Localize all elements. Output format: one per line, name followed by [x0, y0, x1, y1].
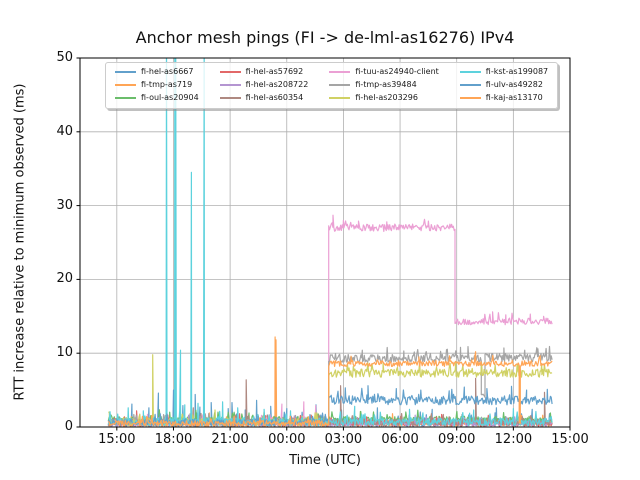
legend: fi-hel-as6667 fi-tmp-as719 fi-oul-as20904 f… [105, 62, 559, 109]
legend-item: fi-oul-as20904 [115, 92, 199, 104]
legend-item-label: fi-hel-as203296 [355, 93, 418, 102]
legend-item: fi-kst-as199087 [459, 66, 549, 78]
legend-item: fi-hel-as60354 [219, 92, 309, 104]
y-tick-label: 10 [56, 345, 73, 361]
legend-item-label: fi-ulv-as49282 [485, 80, 543, 89]
legend-item-label: fi-hel-as60354 [245, 93, 304, 102]
legend-item-label: fi-hel-as6667 [141, 67, 194, 76]
legend-swatch-line [329, 97, 351, 99]
x-tick-label: 15:00 [98, 432, 136, 447]
x-tick-label: 09:00 [437, 432, 476, 447]
legend-swatch-line [219, 97, 241, 99]
legend-swatch-line [115, 84, 136, 86]
legend-item-label: fi-tmp-as39484 [355, 80, 417, 89]
y-tick-label: 40 [56, 123, 73, 139]
legend-swatch-line [459, 84, 481, 86]
legend-item-label: fi-oul-as20904 [141, 93, 199, 102]
y-axis-label: RTT increase relative to minimum observe… [12, 83, 28, 401]
y-tick-label: 50 [56, 50, 73, 65]
series-line-fi-kaj-as13170 [107, 351, 553, 427]
legend-item-label: fi-kaj-as13170 [485, 93, 543, 102]
x-tick-label: 12:00 [494, 432, 533, 447]
x-axis-label: Time (UTC) [289, 453, 361, 468]
legend-item-label: fi-tuu-as24940-client [355, 67, 439, 76]
chart-title: Anchor mesh pings (FI -> de-lml-as16276)… [135, 28, 515, 47]
y-tick-label: 30 [56, 197, 73, 213]
legend-swatch-line [115, 71, 136, 73]
x-tick-label: 21:00 [211, 432, 249, 447]
x-tick-label: 18:00 [154, 432, 193, 447]
series-line-fi-hel-as203296 [108, 354, 553, 427]
legend-swatch-line [459, 97, 481, 99]
legend-item: fi-hel-as208722 [219, 79, 309, 91]
legend-item-label: fi-tmp-as719 [141, 80, 193, 89]
axis-ticks [76, 57, 571, 431]
legend-item: fi-kaj-as13170 [459, 92, 548, 104]
legend-item: fi-hel-as6667 [115, 66, 199, 78]
legend-item: fi-hel-as57692 [219, 66, 309, 78]
legend-swatch-line [219, 71, 241, 73]
y-tick-label: 0 [64, 419, 73, 434]
legend-item: fi-ulv-as49282 [459, 79, 548, 91]
legend-item-label: fi-hel-as57692 [245, 67, 304, 76]
series-line-fi-kst-as199087 [107, 58, 553, 427]
x-tick-label: 06:00 [381, 432, 419, 447]
legend-item: fi-tuu-as24940-client [329, 66, 439, 78]
legend-item: fi-tmp-as39484 [329, 79, 438, 91]
x-tick-label: 15:00 [551, 432, 589, 447]
legend-swatch-line [329, 84, 351, 86]
legend-item: fi-tmp-as719 [115, 79, 199, 91]
x-tick-label: 03:00 [324, 432, 363, 447]
x-tick-label: 00:00 [268, 432, 306, 447]
grid-lines [80, 57, 571, 428]
legend-item-label: fi-hel-as208722 [245, 80, 309, 89]
series-lines [107, 58, 553, 427]
legend-swatch-line [219, 84, 241, 86]
legend-swatch-line [115, 97, 136, 99]
y-tick-label: 20 [56, 271, 73, 287]
legend-item: fi-hel-as203296 [329, 92, 438, 104]
legend-item-label: fi-kst-as199087 [485, 67, 549, 76]
legend-swatch-line [459, 71, 481, 73]
legend-swatch-line [329, 71, 351, 73]
axes-spines [79, 57, 571, 428]
